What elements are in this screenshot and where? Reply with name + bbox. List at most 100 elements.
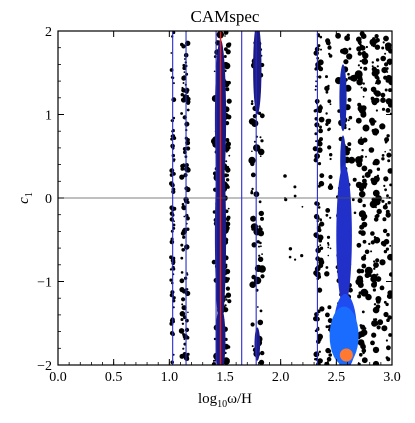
scatter-point (185, 335, 190, 340)
scatter-point (293, 194, 297, 198)
scatter-point (385, 212, 391, 218)
scatter-point (375, 79, 381, 85)
scatter-point (324, 271, 330, 277)
scatter-point (169, 331, 175, 336)
scatter-point (385, 247, 389, 251)
scatter-point (373, 90, 379, 96)
scatter-point (383, 75, 388, 80)
scatter-point (328, 54, 333, 58)
scatter-point (225, 178, 230, 182)
scatter-point (224, 268, 231, 275)
scatter-point (227, 358, 230, 361)
scatter-point (260, 274, 265, 279)
scatter-point (364, 249, 370, 255)
scatter-point (374, 120, 377, 123)
scatter-point (362, 87, 368, 92)
scatter-point (250, 172, 256, 178)
scatter-point (358, 190, 366, 198)
scatter-point (327, 84, 330, 88)
scatter-point (372, 44, 376, 48)
scatter-point (348, 287, 353, 293)
scatter-point (329, 183, 332, 187)
scatter-point (327, 246, 330, 249)
scatter-point (384, 188, 387, 192)
scatter-point (258, 254, 261, 257)
y-tick-label: 1 (45, 109, 52, 124)
scatter-point (181, 76, 185, 79)
scatter-point (388, 48, 392, 54)
scatter-point (387, 201, 391, 205)
scatter-point (362, 137, 368, 143)
y-tick-label: −2 (37, 359, 52, 374)
density-blob (254, 327, 261, 361)
scatter-point (356, 268, 362, 274)
axis-ticks: 0.0 0.5 1.0 1.5 2.0 2.5 3.0 −2 −1 0 1 2 (37, 25, 401, 385)
scatter-point (178, 328, 185, 334)
scatter-point (227, 277, 230, 281)
scatter-point (183, 71, 186, 73)
scatter-point (383, 249, 388, 254)
scatter-point (372, 320, 378, 325)
scatter-point (319, 259, 323, 262)
scatter-point (348, 47, 352, 51)
scatter-point (389, 112, 392, 115)
scatter-point (347, 142, 352, 147)
scatter-point (284, 198, 288, 202)
scatter-point (248, 156, 256, 164)
scatter-point (369, 200, 378, 209)
scatter-point (376, 76, 380, 81)
scatter-point (379, 123, 386, 130)
scatter-point (179, 174, 185, 180)
scatter-point (328, 45, 332, 49)
best-fit-marker (339, 348, 353, 362)
scatter-point (213, 70, 216, 73)
scatter-point (341, 47, 349, 55)
scatter-point (319, 218, 323, 221)
scatter-point (381, 199, 385, 203)
scatter-point (353, 211, 357, 215)
scatter-point (381, 157, 385, 161)
scatter-point (361, 357, 368, 364)
scatter-point (372, 189, 380, 197)
scatter-point (362, 35, 365, 38)
scatter-point (380, 55, 387, 62)
scatter-point (260, 350, 265, 356)
scatter-point (171, 97, 177, 103)
scatter-point (181, 303, 184, 306)
scatter-point (362, 82, 365, 85)
scatter-point (227, 299, 232, 304)
scatter-point (387, 168, 392, 174)
scatter-point (258, 245, 260, 248)
scatter-point (361, 348, 367, 354)
scatter-point (382, 228, 388, 234)
scatter-point (368, 242, 371, 246)
scatter-point (318, 128, 323, 134)
scatter-point (360, 343, 366, 350)
scatter-point (368, 147, 375, 153)
scatter-point (352, 177, 357, 182)
scatter-point (386, 318, 390, 323)
y-axis-label-pre: c (16, 197, 32, 204)
scatter-point (325, 347, 331, 354)
scatter-point (361, 149, 364, 152)
scatter-point (361, 105, 367, 111)
scatter-point (350, 74, 358, 82)
scatter-point (319, 246, 324, 250)
scatter-point (372, 346, 380, 354)
scatter-point (373, 175, 380, 183)
scatter-point (329, 153, 333, 157)
scatter-point (387, 290, 392, 296)
scatter-point (251, 242, 257, 248)
scatter-point (382, 204, 388, 210)
scatter-point (181, 305, 187, 311)
scatter-point (383, 300, 387, 304)
scatter-point (371, 65, 374, 68)
scatter-point (171, 153, 175, 158)
scatter-point (181, 322, 185, 325)
scatter-point (225, 286, 230, 291)
x-tick-label: 2.0 (272, 370, 290, 385)
y-axis-label-sub: 1 (24, 192, 35, 197)
scatter-point (375, 58, 380, 62)
x-tick-label: 3.0 (383, 370, 401, 385)
scatter-point (379, 259, 386, 266)
